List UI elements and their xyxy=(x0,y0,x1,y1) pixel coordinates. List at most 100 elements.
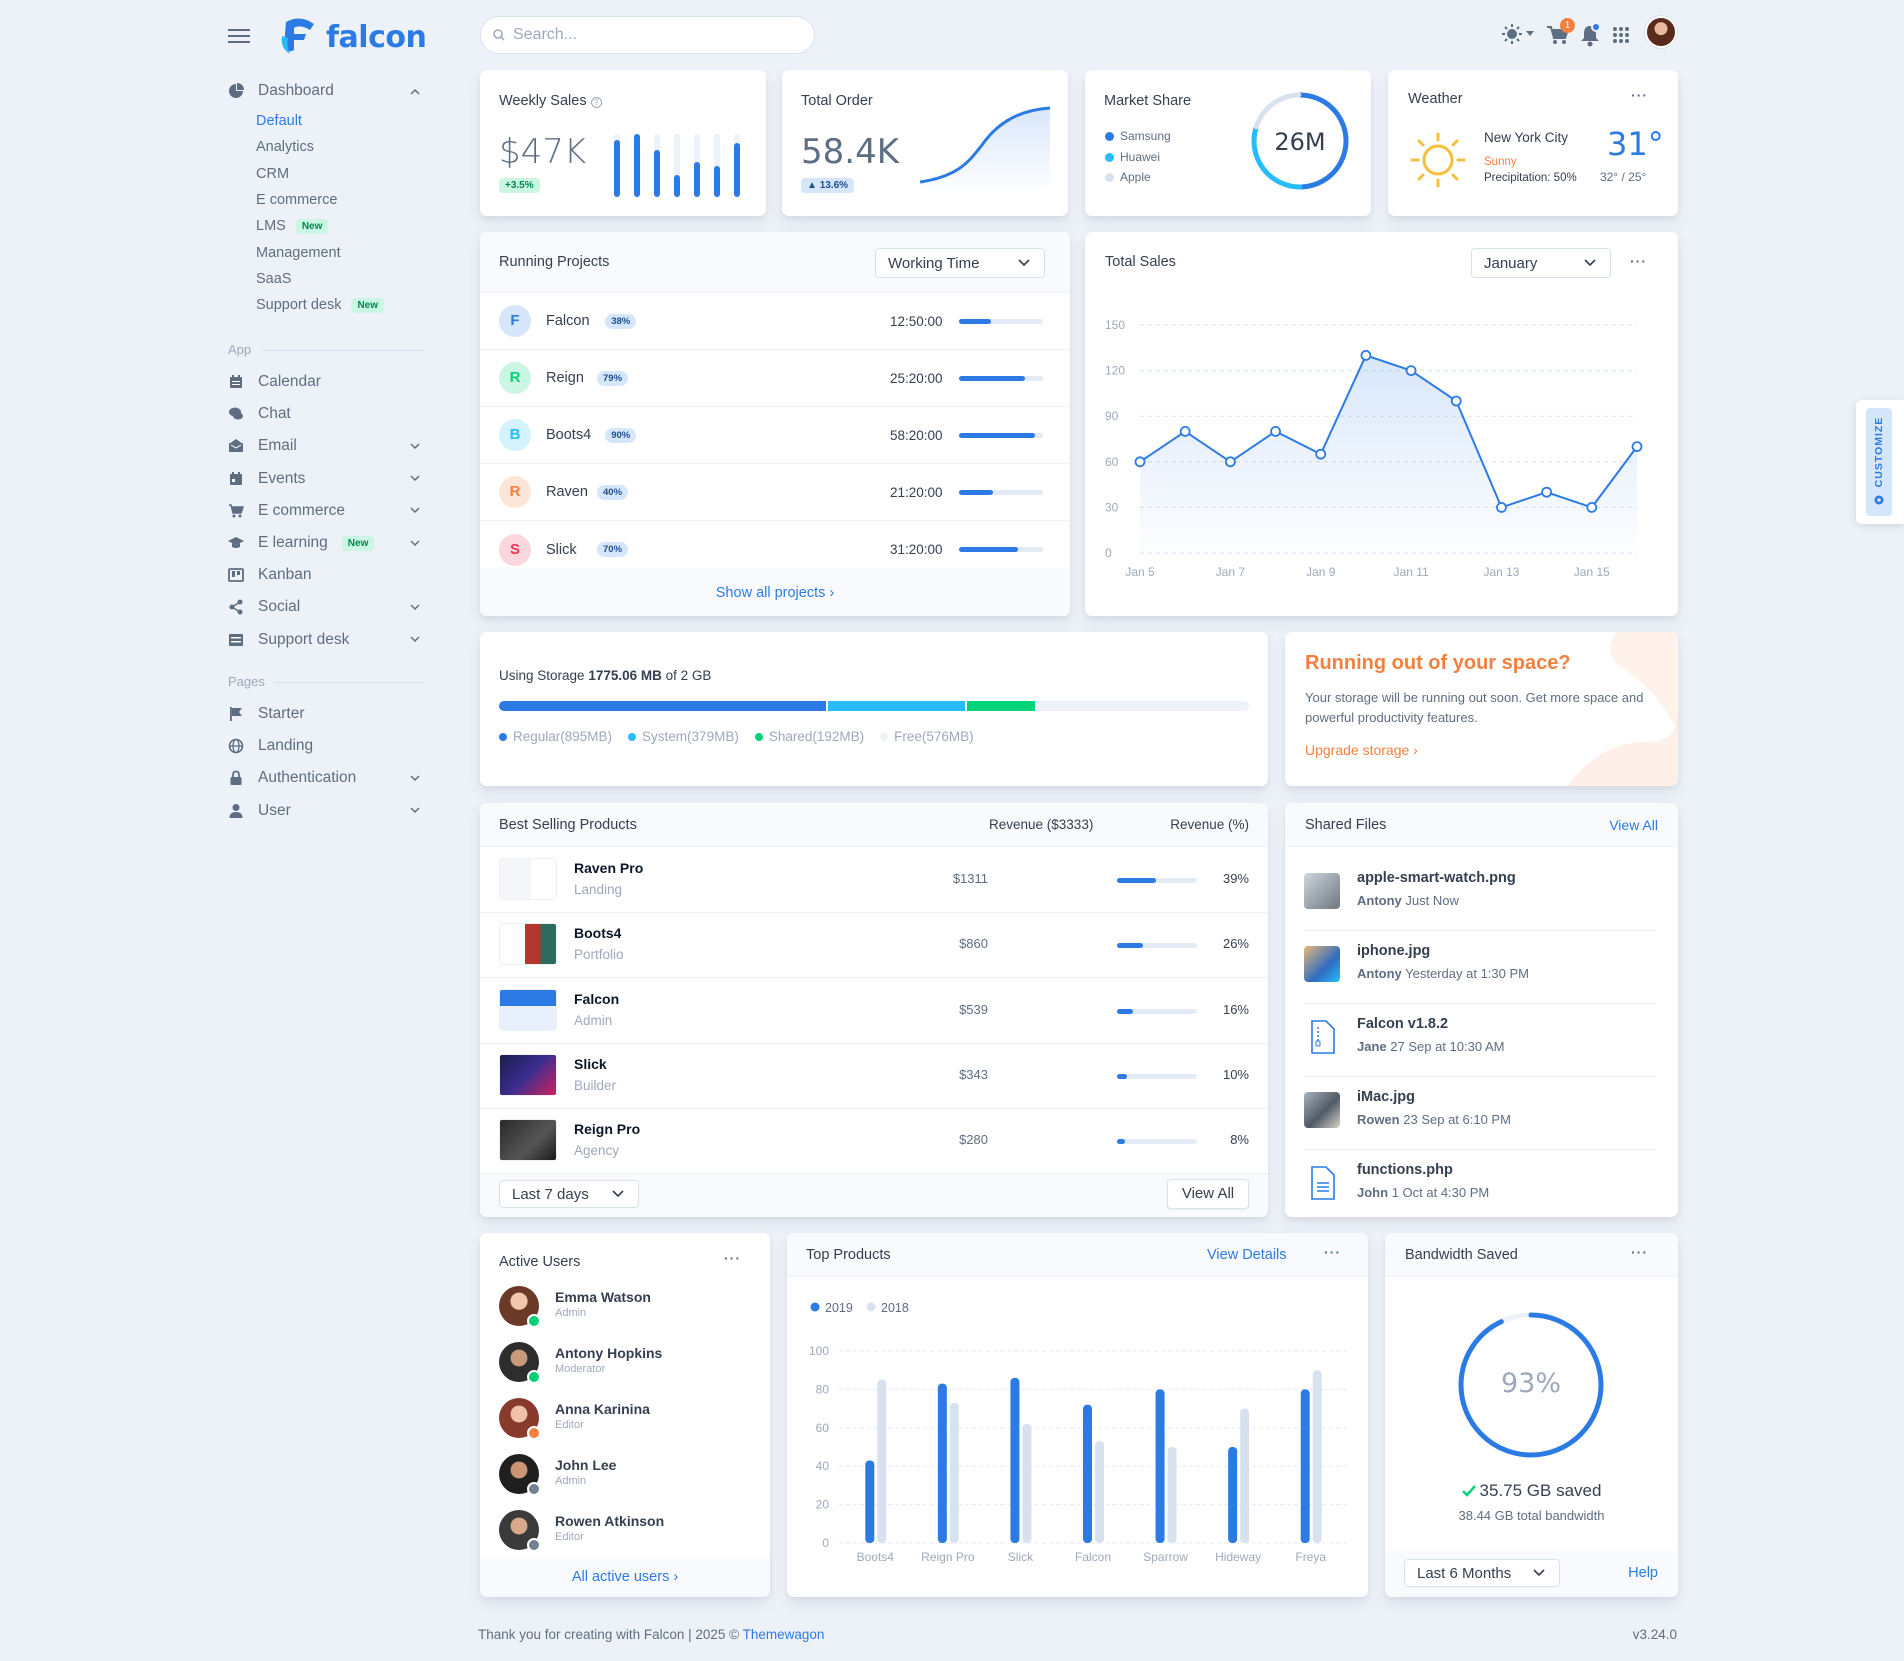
apps-grid-button[interactable] xyxy=(1612,26,1630,44)
file-name[interactable]: functions.php xyxy=(1357,1162,1453,1178)
product-bar-2019[interactable] xyxy=(1155,1389,1165,1543)
sales-point[interactable] xyxy=(1405,365,1417,376)
view-all-button[interactable]: View All xyxy=(1167,1179,1249,1209)
sidebar-subitem[interactable]: Management xyxy=(256,245,341,261)
file-name[interactable]: apple-smart-watch.png xyxy=(1357,870,1516,886)
user-name[interactable]: Antony Hopkins xyxy=(555,1345,663,1361)
sidebar-item-calendar[interactable]: Calendar xyxy=(228,373,321,391)
all-active-users-link[interactable]: All active users › xyxy=(571,1569,679,1585)
month-select[interactable]: January xyxy=(1471,248,1611,278)
product-name[interactable]: Raven Pro xyxy=(574,860,644,876)
user-name[interactable]: Anna Karinina xyxy=(555,1401,650,1417)
product-name[interactable]: Reign Pro xyxy=(574,1121,641,1138)
sidebar-subitem[interactable]: E commerce xyxy=(256,192,337,208)
sidebar-subitem[interactable]: LMS New xyxy=(256,218,329,234)
sales-point[interactable] xyxy=(1496,501,1507,513)
product-name[interactable]: Boots4 xyxy=(574,925,622,942)
sidebar-subitem[interactable]: Analytics xyxy=(256,139,314,155)
more-options-icon[interactable]: ··· xyxy=(1631,1244,1648,1260)
product-row[interactable]: Falcon Admin $539 16% xyxy=(480,979,1268,1044)
more-options-icon[interactable]: ··· xyxy=(1631,87,1648,103)
product-bar-2018[interactable] xyxy=(1167,1447,1177,1543)
sidebar-item-kanban[interactable]: Kanban xyxy=(228,566,311,584)
active-user-row[interactable]: Rowen Atkinson Editor xyxy=(499,1510,749,1560)
product-bar-2018[interactable] xyxy=(1312,1370,1322,1543)
sidebar-item-events[interactable]: Events xyxy=(228,470,420,488)
file-name[interactable]: iphone.jpg xyxy=(1357,943,1431,959)
sales-point[interactable] xyxy=(1315,448,1327,460)
sales-point[interactable] xyxy=(1360,350,1372,361)
info-icon[interactable]: ? xyxy=(590,97,602,108)
active-user-row[interactable]: Anna Karinina Editor xyxy=(499,1398,749,1448)
cart-button[interactable]: 1 xyxy=(1547,18,1575,46)
show-all-projects-link[interactable]: Show all projects › xyxy=(715,585,835,601)
customize-tab[interactable]: CUSTOMIZE xyxy=(1856,400,1904,524)
working-time-select[interactable]: Working Time xyxy=(875,248,1045,278)
sidebar-item-authentication[interactable]: Authentication xyxy=(228,769,420,787)
search-input[interactable] xyxy=(513,26,773,44)
sales-point[interactable] xyxy=(1134,456,1146,468)
product-row[interactable]: Reign Pro Agency $280 8% xyxy=(480,1109,1268,1175)
product-row[interactable]: Raven Pro Landing $1311 39% xyxy=(480,848,1268,913)
project-row[interactable]: R Raven 40% 21:20:00 xyxy=(480,464,1070,521)
active-user-row[interactable]: Antony Hopkins Moderator xyxy=(499,1342,749,1392)
sidebar-subitem[interactable]: Support desk New xyxy=(256,297,385,313)
more-options-icon[interactable]: ··· xyxy=(1630,253,1647,269)
sidebar-item-social[interactable]: Social xyxy=(228,598,420,616)
product-bar-2019[interactable] xyxy=(865,1460,875,1543)
sidebar-item-landing[interactable]: Landing xyxy=(228,737,313,755)
product-bar-2018[interactable] xyxy=(877,1379,887,1543)
project-row[interactable]: B Boots4 90% 58:20:00 xyxy=(480,407,1070,464)
file-row[interactable]: apple-smart-watch.png Antony Just Now xyxy=(1304,858,1656,931)
product-row[interactable]: Slick Builder $343 10% xyxy=(480,1044,1268,1109)
bandwidth-range-select[interactable]: Last 6 Months xyxy=(1404,1559,1560,1587)
brand-logo[interactable]: falcon xyxy=(278,16,427,58)
sidebar-item-chat[interactable]: Chat xyxy=(228,405,291,423)
sidebar-subitem[interactable]: CRM xyxy=(256,166,289,182)
upgrade-storage-link[interactable]: Upgrade storage › xyxy=(1305,742,1418,758)
product-name[interactable]: Falcon xyxy=(574,990,620,1007)
file-name[interactable]: iMac.jpg xyxy=(1357,1089,1416,1105)
sidebar-item-support-desk[interactable]: Support desk xyxy=(228,631,420,649)
shared-files-view-all-link[interactable]: View All xyxy=(1609,817,1658,833)
user-name[interactable]: John Lee xyxy=(555,1457,617,1473)
product-bar-2019[interactable] xyxy=(1228,1447,1238,1543)
sidebar-item-dashboard[interactable]: Dashboard xyxy=(228,82,420,100)
view-details-link[interactable]: View Details xyxy=(1207,1247,1287,1263)
notifications-button[interactable] xyxy=(1580,22,1604,48)
hamburger-menu-icon[interactable] xyxy=(228,29,250,45)
sidebar-subitem[interactable]: SaaS xyxy=(256,271,291,287)
product-bar-2018[interactable] xyxy=(949,1402,959,1543)
sidebar-item-starter[interactable]: Starter xyxy=(228,705,305,723)
file-name[interactable]: Falcon v1.8.2 xyxy=(1357,1016,1449,1032)
file-row[interactable]: functions.php John 1 Oct at 4:30 PM xyxy=(1304,1150,1656,1223)
file-row[interactable]: Falcon v1.8.2 Jane 27 Sep at 10:30 AM xyxy=(1304,1004,1656,1077)
theme-toggle[interactable] xyxy=(1502,24,1534,44)
active-user-row[interactable]: Emma Watson Admin xyxy=(499,1286,749,1336)
project-row[interactable]: R Reign 79% 25:20:00 xyxy=(480,350,1070,407)
user-name[interactable]: Rowen Atkinson xyxy=(555,1513,665,1529)
product-bar-2018[interactable] xyxy=(1095,1441,1104,1543)
sidebar-item-user[interactable]: User xyxy=(228,802,420,820)
search-box[interactable] xyxy=(480,16,815,54)
sidebar-item-e-learning[interactable]: E learning New xyxy=(228,534,420,552)
profile-avatar[interactable] xyxy=(1645,16,1677,48)
product-bar-2018[interactable] xyxy=(1022,1423,1032,1543)
sales-point[interactable] xyxy=(1631,441,1643,453)
product-bar-2019[interactable] xyxy=(1300,1389,1310,1543)
product-bar-2018[interactable] xyxy=(1240,1408,1250,1543)
product-bar-2019[interactable] xyxy=(1010,1377,1020,1543)
more-options-icon[interactable]: ··· xyxy=(1324,1244,1341,1260)
product-bar-2019[interactable] xyxy=(1083,1404,1092,1543)
project-row[interactable]: F Falcon 38% 12:50:00 xyxy=(480,293,1070,350)
file-row[interactable]: iMac.jpg Rowen 23 Sep at 6:10 PM xyxy=(1304,1077,1656,1150)
themewagon-link[interactable]: Themewagon xyxy=(742,1627,825,1642)
date-range-select[interactable]: Last 7 days xyxy=(499,1180,639,1208)
sales-point[interactable] xyxy=(1179,425,1191,437)
sidebar-item-e-commerce[interactable]: E commerce xyxy=(228,502,420,520)
more-options-icon[interactable]: ··· xyxy=(724,1250,741,1266)
sidebar-item-email[interactable]: Email xyxy=(228,437,420,455)
sales-point[interactable] xyxy=(1450,395,1462,407)
user-name[interactable]: Emma Watson xyxy=(555,1289,651,1305)
sales-point[interactable] xyxy=(1270,425,1281,437)
